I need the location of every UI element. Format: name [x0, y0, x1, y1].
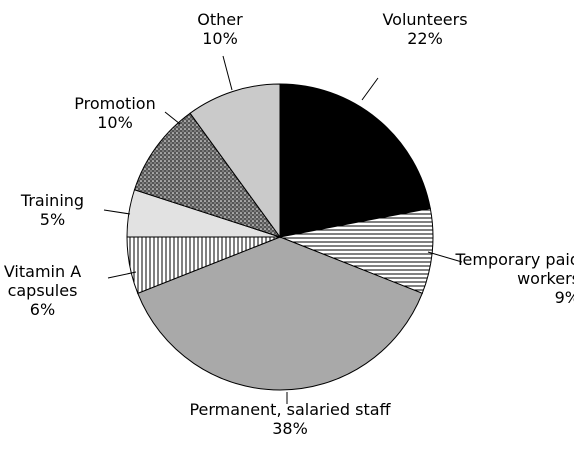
value-label: 9%: [554, 288, 574, 307]
category-name: Other: [197, 10, 243, 29]
value-label: 6%: [29, 300, 56, 319]
slice-label: Vitamin A capsules 6%: [0, 262, 85, 319]
slice-label: Other 10%: [175, 10, 265, 48]
category-name: Temporary paid workers: [455, 250, 574, 288]
value-label: 5%: [39, 210, 66, 229]
slice: [189, 83, 281, 239]
slice-label: Training 5%: [15, 191, 90, 229]
slice-label: Permanent, salaried staff 38%: [150, 400, 430, 438]
slice: [133, 112, 282, 238]
slice: [279, 83, 431, 238]
category-name: Permanent, salaried staff: [189, 400, 391, 419]
category-name: Vitamin A capsules: [3, 262, 82, 300]
leader-lines: [103, 55, 463, 404]
slice-label: Promotion 10%: [60, 94, 170, 132]
slice: [278, 207, 434, 294]
value-label: 10%: [97, 113, 133, 132]
category-name: Promotion: [74, 94, 156, 113]
slice-label: Volunteers 22%: [370, 10, 480, 48]
value-label: 22%: [407, 29, 443, 48]
category-name: Training: [20, 191, 85, 210]
slice: [137, 236, 423, 391]
value-label: 38%: [272, 419, 308, 438]
category-name: Volunteers: [382, 10, 468, 29]
value-label: 10%: [202, 29, 238, 48]
